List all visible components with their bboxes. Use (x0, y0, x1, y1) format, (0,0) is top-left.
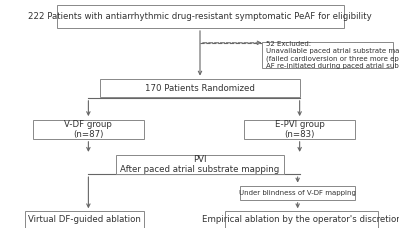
FancyBboxPatch shape (244, 120, 356, 139)
Text: 52 Excluded:
Unavailable paced atrial substrate map
(failed cardioversion or thr: 52 Excluded: Unavailable paced atrial su… (266, 41, 400, 69)
Text: 170 Patients Randomized: 170 Patients Randomized (145, 84, 255, 93)
Text: Under blindness of V-DF mapping: Under blindness of V-DF mapping (239, 190, 356, 196)
FancyBboxPatch shape (225, 211, 378, 228)
FancyBboxPatch shape (262, 42, 393, 68)
Text: E-PVI group
(n=83): E-PVI group (n=83) (275, 120, 324, 139)
FancyBboxPatch shape (100, 79, 300, 97)
Text: 222 Patients with antiarrhythmic drug-resistant symptomatic PeAF for eligibility: 222 Patients with antiarrhythmic drug-re… (28, 12, 372, 21)
Text: Virtual DF-guided ablation: Virtual DF-guided ablation (28, 215, 141, 224)
FancyBboxPatch shape (56, 5, 344, 28)
Text: Empirical ablation by the operator's discretion: Empirical ablation by the operator's dis… (202, 215, 400, 224)
FancyBboxPatch shape (32, 120, 144, 139)
FancyBboxPatch shape (116, 155, 284, 174)
FancyBboxPatch shape (240, 186, 356, 200)
Text: V-DF group
(n=87): V-DF group (n=87) (64, 120, 112, 139)
FancyBboxPatch shape (25, 211, 144, 228)
Text: PVI
After paced atrial substrate mapping: PVI After paced atrial substrate mapping (120, 155, 280, 174)
